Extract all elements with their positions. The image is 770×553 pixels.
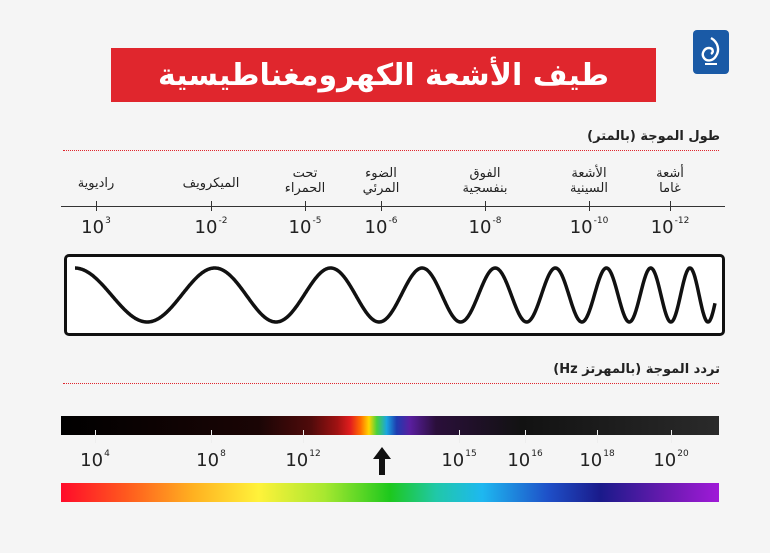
wavelength-label: طول الموجة (بالمتر) (587, 129, 720, 144)
frequency-tick-label: 1015 (441, 449, 477, 471)
dotted-divider (63, 383, 719, 384)
aljazeera-logo (693, 30, 729, 74)
frequency-tick-label: 1012 (285, 449, 321, 471)
visible-spectrum-bar (61, 483, 719, 502)
title-banner: طيف الأشعة الكهرومغناطيسية (111, 48, 656, 102)
frequency-tick-label: 1016 (507, 449, 543, 471)
logo-icon (701, 36, 720, 65)
frequency-tick (303, 430, 304, 443)
wave-box (64, 254, 725, 336)
frequency-tick (525, 430, 526, 443)
wavelength-tick (96, 201, 97, 211)
wavelength-tick-label: 10-12 (650, 216, 690, 238)
wavelength-tick (211, 201, 212, 211)
wavelength-tick-label: 103 (81, 216, 111, 238)
frequency-tick (671, 430, 672, 443)
wavelength-tick (589, 201, 590, 211)
wavelength-axis (61, 206, 725, 207)
frequency-tick (95, 430, 96, 443)
frequency-tick (211, 430, 212, 443)
wavelength-tick-label: 10-6 (364, 216, 398, 238)
wavelength-tick-label: 10-8 (468, 216, 502, 238)
frequency-tick (459, 430, 460, 443)
category-label: الضوء المرئي (362, 166, 400, 196)
category-label: الأشعة السينية (570, 166, 608, 196)
category-label: الميكرويف (182, 176, 240, 191)
frequency-tick-label: 104 (80, 449, 110, 471)
category-label: تحت الحمراء (284, 166, 326, 196)
frequency-tick (597, 430, 598, 443)
category-label: راديوية (77, 176, 115, 191)
wavelength-tick (305, 201, 306, 211)
frequency-tick-label: 108 (196, 449, 226, 471)
wavelength-tick-label: 10-2 (194, 216, 228, 238)
wavelength-tick (381, 201, 382, 211)
category-label: الفوق بنفسجية (462, 166, 508, 196)
wavelength-tick-label: 10-10 (569, 216, 609, 238)
wavelength-tick-label: 10-5 (288, 216, 322, 238)
frequency-spectrum-bar (61, 416, 719, 435)
category-label: أشعة غاما (656, 166, 684, 196)
wave-illustration (75, 266, 717, 324)
dotted-divider (63, 150, 719, 151)
frequency-label: تردد الموجة (بالمهرتز Hz) (553, 362, 720, 377)
page-title: طيف الأشعة الكهرومغناطيسية (158, 57, 609, 93)
arrow-up-icon (373, 447, 391, 475)
wavelength-tick (485, 201, 486, 211)
frequency-tick-label: 1018 (579, 449, 615, 471)
wavelength-tick (670, 201, 671, 211)
frequency-tick-label: 1020 (653, 449, 689, 471)
